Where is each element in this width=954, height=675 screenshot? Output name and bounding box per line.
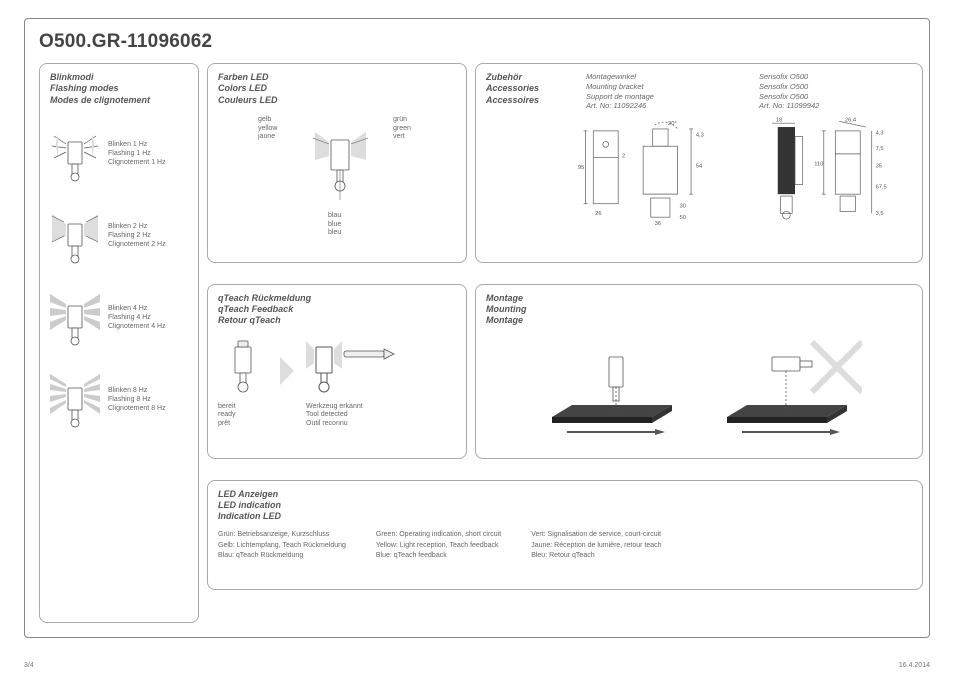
- indication-body: Grün: Betriebsanzeige, Kurzschluss Gelb:…: [218, 530, 912, 562]
- arrow-icon: [278, 351, 296, 391]
- flash-text: Blinken 8 Hz Flashing 8 Hz Clignotement …: [108, 386, 166, 414]
- indication-fr: Vert: Signalisation de service, court-ci…: [531, 530, 661, 562]
- flash-row: Blinken 2 Hz Flashing 2 Hz Clignotement …: [50, 206, 188, 266]
- sensor-icon: [313, 130, 368, 205]
- sensor-icon: [50, 206, 100, 266]
- label-yellow: gelb yellow jaune: [258, 116, 277, 142]
- indication-en: Green: Operating indication, short circu…: [376, 530, 501, 562]
- panel-colors: Farben LED Colors LED Couleurs LED: [207, 63, 467, 263]
- indication-heading: LED Anzeigen LED indication Indication L…: [218, 489, 912, 523]
- svg-text:35: 35: [876, 163, 882, 169]
- page-frame: O500.GR-11096062 Blinkmodi Flashing mode…: [24, 18, 930, 638]
- heading-line: Flashing modes: [50, 83, 188, 94]
- mounting-heading: Montage Mounting Montage: [486, 293, 912, 327]
- svg-text:4,3: 4,3: [876, 131, 884, 137]
- heading-line: Modes de clignotement: [50, 95, 188, 106]
- bracket-drawing: 20° 4,3 54 95 26 2 36 30 50: [576, 117, 739, 232]
- panel-mounting: Montage Mounting Montage: [475, 284, 923, 459]
- accessories-heading: Zubehör Accessories Accessoires: [486, 72, 566, 115]
- sensor-icon: [50, 124, 100, 184]
- sensor-tool-icon: [306, 337, 396, 397]
- mounting-correct-icon: [537, 337, 687, 447]
- panel-accessories: Zubehör Accessories Accessoires Montagew…: [475, 63, 923, 263]
- sensor-icon: [50, 370, 100, 430]
- qteach-tool: Werkzeug erkannt Tool detected Outil rec…: [306, 337, 396, 429]
- flash-text: Blinken 4 Hz Flashing 4 Hz Clignotement …: [108, 304, 166, 332]
- panel-flashing: Blinkmodi Flashing modes Modes de cligno…: [39, 63, 199, 623]
- flash-list: Blinken 1 Hz Flashing 1 Hz Clignotement …: [50, 124, 188, 430]
- svg-text:110: 110: [814, 161, 823, 167]
- svg-text:26: 26: [595, 211, 601, 217]
- svg-text:20°: 20°: [668, 121, 677, 127]
- svg-text:4,3: 4,3: [696, 133, 704, 139]
- page-title: O500.GR-11096062: [39, 31, 915, 53]
- svg-text:54: 54: [696, 163, 703, 169]
- svg-text:67,5: 67,5: [876, 184, 887, 190]
- qteach-body: bereit ready prêt: [218, 337, 456, 429]
- svg-text:95: 95: [578, 165, 584, 171]
- panel-indication: LED Anzeigen LED indication Indication L…: [207, 480, 923, 590]
- flash-text: Blinken 1 Hz Flashing 1 Hz Clignotement …: [108, 140, 166, 168]
- page-footer: 3/4 16.4.2014: [24, 662, 930, 669]
- svg-text:26,4: 26,4: [845, 117, 857, 123]
- flash-text: Blinken 2 Hz Flashing 2 Hz Clignotement …: [108, 222, 166, 250]
- heading-line: Blinkmodi: [50, 72, 188, 83]
- page-date: 16.4.2014: [899, 662, 930, 669]
- flash-row: Blinken 8 Hz Flashing 8 Hz Clignotement …: [50, 370, 188, 430]
- panel-qteach: qTeach Rückmeldung qTeach Feedback Retou…: [207, 284, 467, 459]
- qteach-ready: bereit ready prêt: [218, 337, 268, 429]
- label-blue: blau blue bleu: [328, 212, 341, 238]
- flashing-heading: Blinkmodi Flashing modes Modes de cligno…: [50, 72, 188, 106]
- indication-de: Grün: Betriebsanzeige, Kurzschluss Gelb:…: [218, 530, 346, 562]
- mounting-wrong-icon: [712, 337, 862, 447]
- label-green: grün green vert: [393, 116, 411, 142]
- svg-text:3,5: 3,5: [876, 211, 884, 217]
- svg-text:18: 18: [776, 117, 782, 123]
- page-number: 3/4: [24, 662, 34, 669]
- svg-text:2: 2: [622, 154, 625, 160]
- svg-text:7,5: 7,5: [876, 146, 884, 152]
- mounting-body: [486, 337, 912, 447]
- colors-body: gelb yellow jaune grün green vert blau b…: [218, 112, 456, 252]
- sensor-icon: [218, 337, 268, 397]
- svg-text:30: 30: [680, 204, 686, 210]
- sensofix-drawing: 18 26,4 4,3 110 7,5 35 67,5 3,5: [749, 117, 912, 232]
- sensofix-desc: Sensofix O500 Sensofix O500 Sensofix O50…: [759, 72, 912, 111]
- sensor-icon: [50, 288, 100, 348]
- svg-text:50: 50: [680, 215, 686, 221]
- flash-row: Blinken 4 Hz Flashing 4 Hz Clignotement …: [50, 288, 188, 348]
- flash-row: Blinken 1 Hz Flashing 1 Hz Clignotement …: [50, 124, 188, 184]
- bracket-desc: Montagewinkel Mounting bracket Support d…: [586, 72, 739, 111]
- colors-heading: Farben LED Colors LED Couleurs LED: [218, 72, 456, 106]
- svg-text:36: 36: [655, 221, 661, 227]
- layout-grid: Blinkmodi Flashing modes Modes de cligno…: [39, 63, 915, 623]
- qteach-heading: qTeach Rückmeldung qTeach Feedback Retou…: [218, 293, 456, 327]
